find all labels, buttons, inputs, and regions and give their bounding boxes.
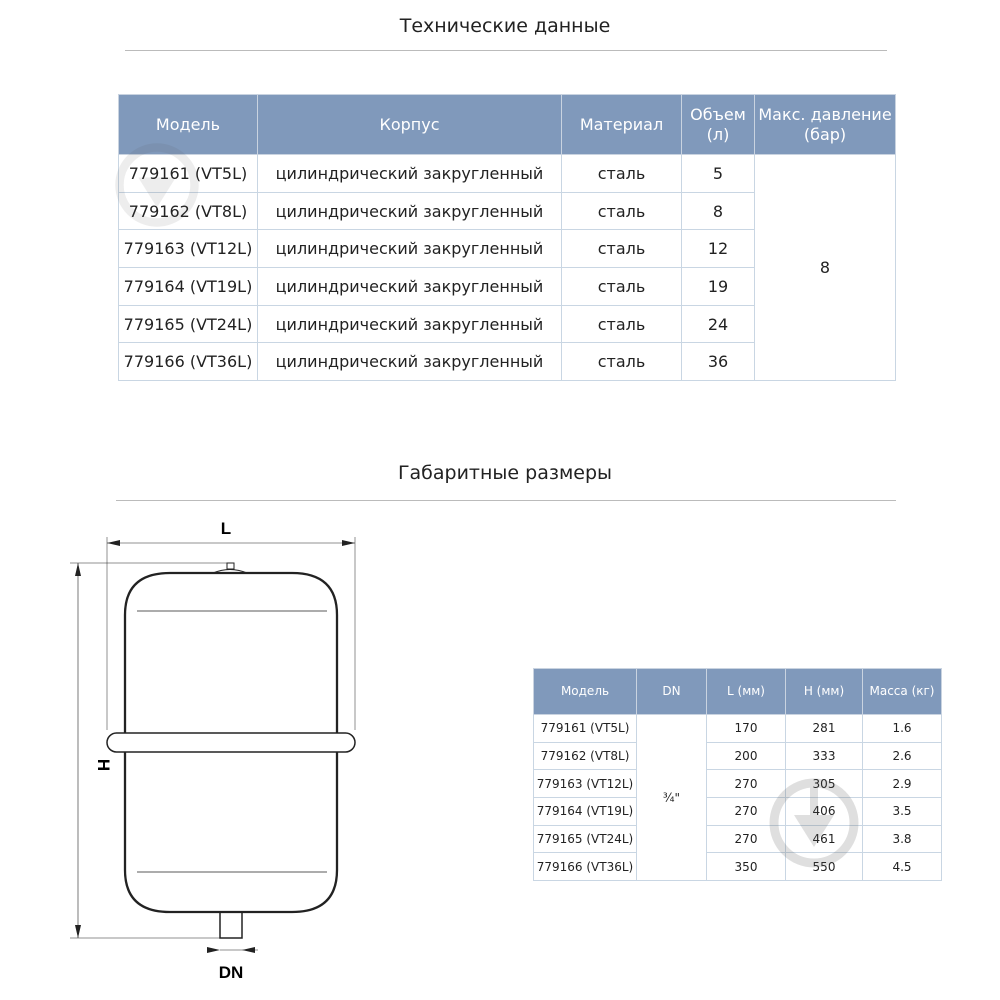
- table-cell: 461: [785, 824, 863, 854]
- table-cell: 170: [706, 714, 786, 743]
- table-row: 779166 (VT36L) 350 550 4.5: [533, 852, 942, 882]
- column-header: Модель: [533, 668, 637, 715]
- table-cell: сталь: [561, 342, 682, 382]
- table-cell: 779161 (VT5L): [118, 154, 258, 193]
- table-row: 779161 (VT5L) ¾" 170 281 1.6: [533, 713, 942, 882]
- table-cell: 779163 (VT12L): [533, 769, 637, 799]
- table-cell: 12: [681, 229, 755, 269]
- column-header: Масса (кг): [862, 668, 942, 715]
- table-cell: цилиндрический закругленный: [257, 154, 562, 193]
- table-cell: 350: [706, 852, 786, 882]
- table-cell: 779166 (VT36L): [118, 342, 258, 382]
- table-cell: 3.8: [862, 824, 942, 854]
- table-cell: 8: [681, 191, 755, 231]
- column-header: H (мм): [785, 668, 863, 715]
- table-row: 779166 (VT36L) цилиндрический закругленны…: [118, 342, 896, 382]
- table-cell: 2.9: [862, 769, 942, 799]
- table-cell: 333: [785, 741, 863, 771]
- table-cell: 550: [785, 852, 863, 882]
- dims-title: Габаритные размеры: [397, 462, 613, 484]
- table-cell: сталь: [561, 191, 682, 231]
- table-cell: 779163 (VT12L): [118, 229, 258, 269]
- dims-table: Модель DN L (мм) H (мм) Масса (кг) 779161 (VT…: [533, 668, 942, 882]
- table-cell: 3.5: [862, 797, 942, 826]
- table-cell: 2.6: [862, 741, 942, 771]
- column-header: Материал: [561, 94, 682, 155]
- table-cell: 19: [681, 267, 755, 306]
- spec-title: Технические данные: [399, 15, 611, 37]
- watermark-logo-icon: [115, 143, 199, 227]
- table-cell: сталь: [561, 304, 682, 344]
- dims-divider: [116, 500, 896, 501]
- table-row: 779162 (VT8L) 200 333 2.6: [533, 741, 942, 771]
- table-cell: 779164 (VT19L): [533, 797, 637, 826]
- table-cell: цилиндрический закругленный: [257, 304, 562, 344]
- pressure-cell: 8: [754, 153, 896, 382]
- table-cell: 4.5: [862, 852, 942, 882]
- label-l: L: [221, 519, 231, 538]
- table-cell: 779164 (VT19L): [118, 267, 258, 306]
- table-cell: сталь: [561, 267, 682, 306]
- table-cell: 779165 (VT24L): [118, 304, 258, 344]
- table-row: 779164 (VT19L) 270 406 3.5: [533, 797, 942, 826]
- table-cell: 305: [785, 769, 863, 799]
- table-cell: 281: [785, 714, 863, 743]
- table-cell: 5: [681, 154, 755, 193]
- table-cell: 200: [706, 741, 786, 771]
- column-header: L (мм): [706, 668, 786, 715]
- table-row: 779161 (VT5L) цилиндрический закругленный…: [118, 153, 896, 382]
- table-cell: 779162 (VT8L): [118, 191, 258, 231]
- column-header: Макс. давление (бар): [754, 94, 896, 155]
- watermark-logo-icon: [769, 778, 859, 868]
- column-header: Модель: [118, 94, 258, 155]
- table-cell: цилиндрический закругленный: [257, 191, 562, 231]
- table-cell: цилиндрический закругленный: [257, 267, 562, 306]
- spec-table: Модель Корпус Материал Объем (л) Макс. давле…: [118, 94, 896, 382]
- table-cell: 779161 (VT5L): [533, 714, 637, 743]
- table-cell: цилиндрический закругленный: [257, 342, 562, 382]
- table-cell: 1.6: [862, 714, 942, 743]
- table-cell: 24: [681, 304, 755, 344]
- table-cell: 779162 (VT8L): [533, 741, 637, 771]
- label-h: H: [94, 759, 113, 771]
- table-cell: 779166 (VT36L): [533, 852, 637, 882]
- table-row: 779165 (VT24L) цилиндрический закругленны…: [118, 304, 896, 344]
- table-cell: 36: [681, 342, 755, 382]
- table-row: 779165 (VT24L) 270 461 3.8: [533, 824, 942, 854]
- column-header: DN: [636, 668, 707, 715]
- spec-divider: [125, 50, 887, 51]
- table-row: 779163 (VT12L) цилиндрический закругленны…: [118, 229, 896, 269]
- table-cell: 270: [706, 797, 786, 826]
- table-cell: сталь: [561, 229, 682, 269]
- table-row: 779162 (VT8L) цилиндрический закругленный…: [118, 191, 896, 231]
- label-dn: DN: [219, 963, 244, 982]
- table-cell: 779165 (VT24L): [533, 824, 637, 854]
- table-cell: сталь: [561, 154, 682, 193]
- table-cell: 270: [706, 824, 786, 854]
- dn-cell: ¾": [636, 713, 707, 882]
- column-header: Объем (л): [681, 94, 755, 155]
- tank-drawing: L H DN: [70, 519, 356, 982]
- table-cell: цилиндрический закругленный: [257, 229, 562, 269]
- column-header: Корпус: [257, 94, 562, 155]
- table-row: 779163 (VT12L) 270 305 2.9: [533, 769, 942, 799]
